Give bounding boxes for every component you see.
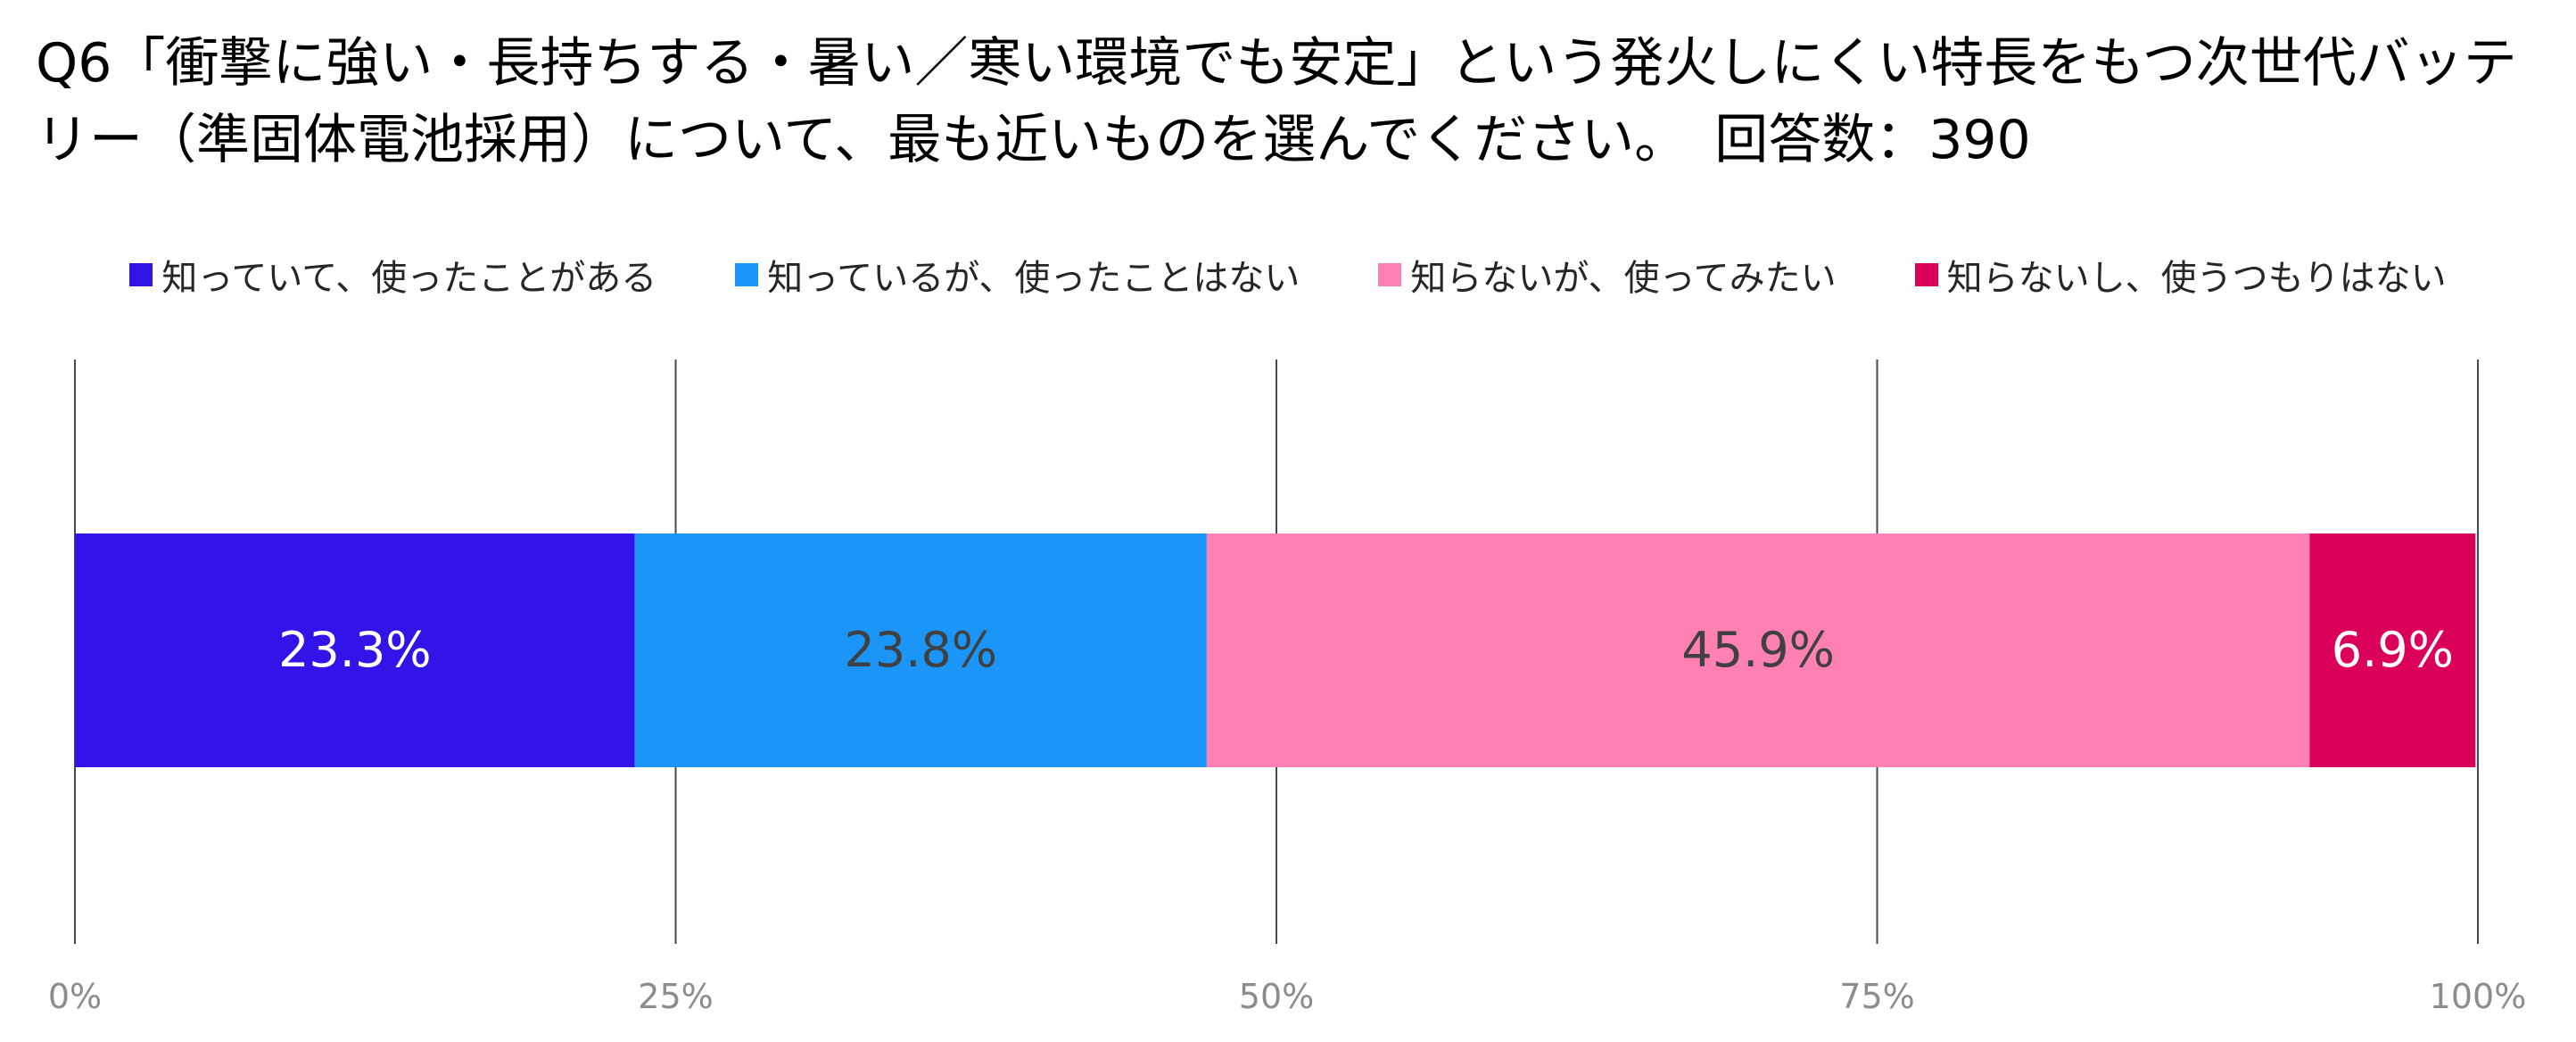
legend-item-2: 知っているが、使ったことはない <box>735 249 1300 301</box>
data-label-4: 6.9% <box>2332 622 2454 678</box>
chart-legend: 知っていて、使ったことがある 知っているが、使ったことはない 知らないが、使ってみた… <box>0 248 2576 302</box>
x-tick-label-0: 0% <box>48 977 102 1016</box>
legend-item-1: 知っていて、使ったことがある <box>129 249 656 301</box>
legend-swatch-1 <box>129 263 153 286</box>
legend-swatch-3 <box>1378 263 1402 286</box>
legend-swatch-4 <box>1914 263 1938 286</box>
x-tick-label-1: 25% <box>638 977 713 1016</box>
data-label-1: 23.3% <box>278 622 432 678</box>
chart-question-title: Q6「衝撃に強い・長持ちする・暑い／寒い環境でも安定」という発火しにくい特長をも… <box>36 32 2517 171</box>
x-tick-label-3: 75% <box>1839 977 1914 1016</box>
legend-label-2: 知っているが、使ったことはない <box>767 258 1300 299</box>
data-label-3: 45.9% <box>1681 622 1835 678</box>
legend-label-1: 知っていて、使ったことがある <box>161 258 657 299</box>
legend-label-3: 知らないが、使ってみたい <box>1410 258 1837 299</box>
x-tick-label-2: 50% <box>1239 977 1314 1016</box>
x-tick-label-4: 100% <box>2430 977 2527 1016</box>
data-label-2: 23.8% <box>845 622 998 678</box>
bar-segment-3 <box>1206 533 2310 767</box>
bar-segment-2 <box>634 533 1207 767</box>
legend-swatch-2 <box>735 263 759 286</box>
bar-segment-4 <box>2309 533 2476 767</box>
legend-item-3: 知らないが、使ってみたい <box>1378 249 1837 301</box>
legend-label-4: 知らないし、使うつもりはない <box>1946 258 2447 299</box>
bar-segment-1 <box>75 533 635 767</box>
legend-item-4: 知らないし、使うつもりはない <box>1914 249 2447 301</box>
